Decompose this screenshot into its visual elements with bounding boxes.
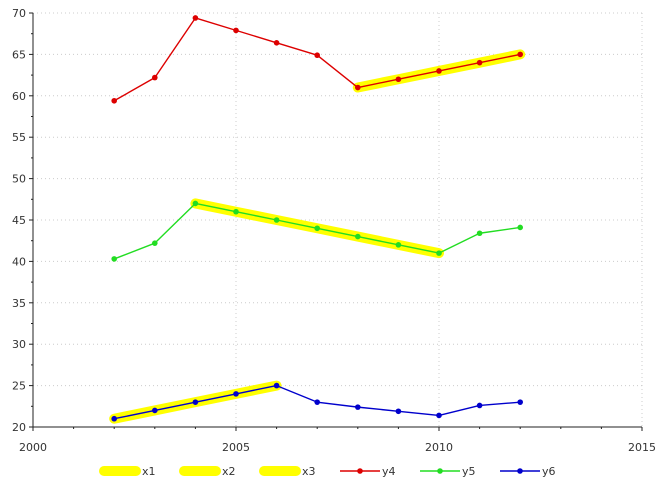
data-point-y4 <box>436 68 442 74</box>
legend-label: x2 <box>222 465 236 478</box>
legend-item-x2: x2 <box>179 465 236 478</box>
data-point-y6 <box>233 391 239 397</box>
data-point-y5 <box>355 233 361 240</box>
y-tick-label: 45 <box>12 214 26 227</box>
data-point-y5 <box>273 217 280 223</box>
y-tick-label: 70 <box>12 7 26 20</box>
data-point-y5 <box>152 240 158 246</box>
y-tick-label: 30 <box>12 338 26 351</box>
legend-label: y6 <box>542 465 556 478</box>
legend-item-y5: y5 <box>420 465 476 478</box>
data-point-y4 <box>273 40 280 46</box>
data-point-y6 <box>152 407 158 414</box>
data-point-y5 <box>476 230 483 237</box>
legend-item-x1: x1 <box>99 465 156 478</box>
legend-item-y6: y6 <box>500 465 556 478</box>
legend-item-y4: y4 <box>340 465 396 478</box>
legend-marker <box>437 468 443 474</box>
y-tick-label: 40 <box>12 255 26 268</box>
series-y4 <box>111 15 523 104</box>
data-point-y6 <box>192 399 199 405</box>
legend-marker <box>357 468 363 474</box>
data-point-y6 <box>436 412 442 419</box>
data-point-y5 <box>517 224 523 231</box>
data-point-y4 <box>355 84 361 91</box>
data-point-y4 <box>233 27 239 34</box>
legend: x1 x2 x3 y4 y5 y6 <box>99 465 556 478</box>
y-tick-label: 60 <box>12 90 26 103</box>
axes: 20 25 30 35 40 45 50 55 60 65 70 2000 2005 2010 2015 <box>12 7 656 454</box>
data-point-y4 <box>111 97 117 104</box>
data-point-y6 <box>395 408 402 415</box>
data-point-y4 <box>395 76 402 83</box>
series-line-y4 <box>113 17 521 102</box>
y-tick-label: 20 <box>12 421 26 434</box>
legend-label: y5 <box>462 465 476 478</box>
data-point-y4 <box>152 74 158 81</box>
data-point-y5 <box>395 242 402 248</box>
data-point-y4 <box>517 51 523 58</box>
data-point-y5 <box>192 200 199 207</box>
data-point-y6 <box>314 399 321 405</box>
y-tick-label: 35 <box>12 297 26 310</box>
grid <box>33 12 643 427</box>
series-y6 <box>111 382 523 422</box>
legend-label: y4 <box>382 465 396 478</box>
data-point-y4 <box>192 15 199 21</box>
data-point-y6 <box>355 404 361 410</box>
data-point-y6 <box>111 415 117 422</box>
plot-area <box>109 15 526 424</box>
legend-label: x3 <box>302 465 316 478</box>
series-y5 <box>111 200 523 262</box>
data-point-y5 <box>233 208 239 215</box>
data-point-y6 <box>517 399 523 405</box>
data-point-y4 <box>314 52 321 59</box>
legend-item-x3: x3 <box>259 465 316 478</box>
x-tick-label: 2010 <box>425 441 453 454</box>
data-point-y4 <box>476 59 483 66</box>
data-point-y6 <box>273 382 280 389</box>
y-tick-label: 25 <box>12 380 26 393</box>
y-tick-label: 50 <box>12 173 26 186</box>
x-tick-label: 2000 <box>19 441 47 454</box>
data-point-y5 <box>314 225 321 232</box>
y-tick-label: 55 <box>12 131 26 144</box>
x-tick-label: 2015 <box>628 441 656 454</box>
y-tick-label: 65 <box>12 48 26 61</box>
data-point-y5 <box>436 250 442 256</box>
legend-label: x1 <box>142 465 156 478</box>
data-point-y6 <box>476 402 483 409</box>
legend-marker <box>517 468 523 474</box>
x-tick-label: 2005 <box>222 441 250 454</box>
data-point-y5 <box>111 256 117 262</box>
